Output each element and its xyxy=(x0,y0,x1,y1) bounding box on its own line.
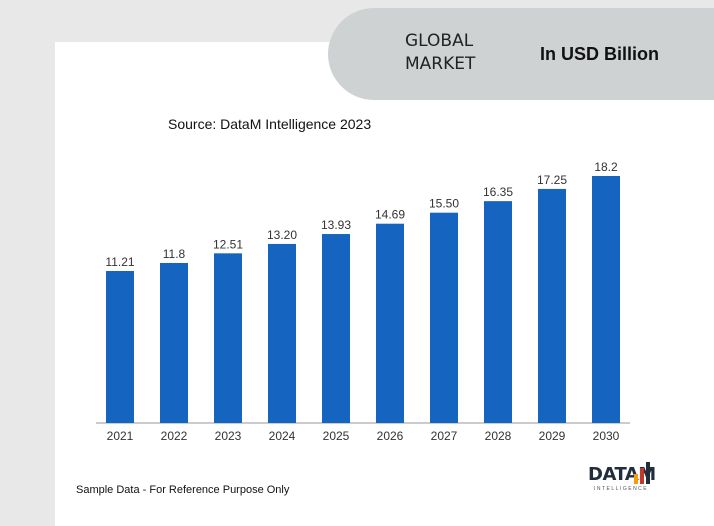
source-label: Source: DataM Intelligence 2023 xyxy=(168,116,372,132)
x-tick-2021: 2021 xyxy=(107,429,134,443)
value-label-2028: 16.35 xyxy=(483,185,513,199)
bar-2025 xyxy=(322,234,350,423)
x-tick-2026: 2026 xyxy=(377,429,404,443)
bars-group xyxy=(106,176,620,423)
value-label-2025: 13.93 xyxy=(321,218,351,232)
bar-2028 xyxy=(484,201,512,423)
bar-2030 xyxy=(592,176,620,423)
value-label-2023: 12.51 xyxy=(213,237,243,251)
value-label-2027: 15.50 xyxy=(429,197,459,211)
x-tick-2030: 2030 xyxy=(593,429,620,443)
bar-2026 xyxy=(376,223,404,423)
bar-2024 xyxy=(268,243,296,423)
tick-labels-group: 2021 2022 2023 2024 2025 2026 2027 2028 2029 2030 xyxy=(107,429,620,443)
value-label-2024: 13.20 xyxy=(267,228,297,242)
value-labels-group: 11.21 11.8 12.51 13.20 13.93 14.69 15.50 16.35 1… xyxy=(105,160,618,269)
logo-wordmark: DATAM xyxy=(588,464,656,485)
header-banner xyxy=(328,8,714,100)
bar-2027 xyxy=(430,212,458,423)
bar-2022 xyxy=(160,262,188,423)
x-tick-2022: 2022 xyxy=(161,429,188,443)
value-label-2029: 17.25 xyxy=(537,173,567,187)
value-label-2026: 14.69 xyxy=(375,208,405,222)
x-tick-2024: 2024 xyxy=(269,429,296,443)
value-label-2030: 18.2 xyxy=(594,160,618,174)
x-tick-2027: 2027 xyxy=(431,429,458,443)
bar-2023 xyxy=(214,253,242,423)
x-tick-2025: 2025 xyxy=(323,429,350,443)
bar-2021 xyxy=(106,271,134,423)
x-tick-2029: 2029 xyxy=(539,429,566,443)
datam-logo: DATAM INTELLIGENCE xyxy=(588,458,664,496)
logo-subtext: INTELLIGENCE xyxy=(594,486,649,492)
units-label: In USD Billion xyxy=(540,44,659,64)
x-tick-2028: 2028 xyxy=(485,429,512,443)
bar-2029 xyxy=(538,188,566,423)
sample-data-note: Sample Data - For Reference Purpose Only xyxy=(76,484,290,496)
value-label-2022: 11.8 xyxy=(163,247,186,261)
x-tick-2023: 2023 xyxy=(215,429,242,443)
value-label-2021: 11.21 xyxy=(105,255,134,269)
global-market-title: GLOBAL MARKET xyxy=(405,31,476,74)
